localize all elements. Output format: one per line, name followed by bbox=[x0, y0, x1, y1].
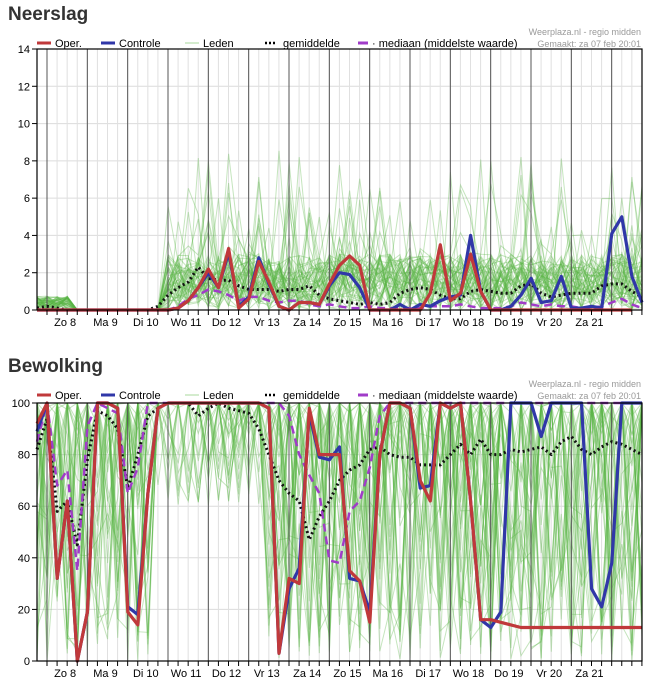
legend-item: gemiddelde bbox=[265, 390, 340, 402]
legend-item: · mediaan (middelste waarde) bbox=[358, 38, 518, 50]
x-tick-label: Zo 15 bbox=[333, 317, 361, 329]
y-tick-label: 100 bbox=[12, 398, 30, 410]
series-line-mediaan bbox=[37, 288, 643, 312]
x-tick-label: Za 14 bbox=[293, 668, 321, 680]
legend-label: Leden bbox=[203, 38, 234, 50]
legend-item: gemiddelde bbox=[265, 38, 340, 50]
y-tick-label: 6 bbox=[24, 193, 30, 205]
x-tick-label: Do 19 bbox=[494, 317, 523, 329]
legend-label: gemiddelde bbox=[283, 390, 340, 402]
x-tick-label: Vr 13 bbox=[254, 317, 280, 329]
x-tick-label: Di 10 bbox=[133, 317, 159, 329]
x-tick-label: Wo 11 bbox=[171, 317, 202, 329]
bewolking-chart: Oper. Controle Leden gemiddelde · mediaan (m… bbox=[12, 379, 643, 680]
legend-item: Oper. bbox=[37, 390, 82, 402]
series-line-oper bbox=[35, 401, 642, 663]
ensemble-member-line bbox=[36, 401, 643, 649]
legend-item: · mediaan (middelste waarde) bbox=[358, 390, 518, 402]
x-tick-label: Za 21 bbox=[575, 668, 603, 680]
x-tick-label: Za 14 bbox=[293, 317, 321, 329]
legend-item: Leden bbox=[185, 38, 234, 50]
x-tick-label: Wo 18 bbox=[453, 668, 485, 680]
x-tick-label: Vr 20 bbox=[536, 317, 562, 329]
x-tick-label: Di 17 bbox=[415, 668, 441, 680]
credit-timestamp: Gemaakt: za 07 feb 20:01 bbox=[537, 39, 641, 49]
x-tick-label: Di 10 bbox=[133, 668, 159, 680]
neerslag-chart: Oper. Controle Leden gemiddelde · mediaan (m… bbox=[18, 27, 644, 329]
legend-label: · mediaan (middelste waarde) bbox=[372, 390, 518, 402]
legend: Oper. Controle Leden gemiddelde · mediaan (m… bbox=[37, 38, 518, 50]
y-tick-label: 2 bbox=[24, 268, 30, 280]
y-tick-label: 0 bbox=[24, 656, 30, 668]
grid bbox=[37, 49, 643, 310]
legend-label: gemiddelde bbox=[283, 38, 340, 50]
y-tick-label: 40 bbox=[18, 553, 30, 565]
ensemble-member-line bbox=[37, 402, 643, 656]
legend-label: Controle bbox=[119, 38, 161, 50]
ensemble-member-line bbox=[36, 401, 643, 660]
credit-source: Weerplaza.nl - regio midden bbox=[529, 27, 641, 37]
legend-label: · mediaan (middelste waarde) bbox=[372, 38, 518, 50]
x-tick-label: Zo 8 bbox=[54, 317, 76, 329]
x-tick-label: Do 12 bbox=[212, 668, 241, 680]
legend-label: Leden bbox=[203, 390, 234, 402]
legend-item: Controle bbox=[101, 390, 161, 402]
x-tick-label: Ma 9 bbox=[93, 317, 117, 329]
x-tick-label: Vr 13 bbox=[254, 668, 280, 680]
x-tick-label: Wo 11 bbox=[171, 668, 202, 680]
x-tick-label: Ma 16 bbox=[373, 317, 404, 329]
x-tick-label: Ma 9 bbox=[93, 668, 117, 680]
x-tick-label: Zo 8 bbox=[54, 668, 76, 680]
legend: Oper. Controle Leden gemiddelde · mediaan (m… bbox=[37, 390, 518, 402]
x-tick-label: Zo 15 bbox=[333, 668, 361, 680]
y-tick-label: 20 bbox=[18, 604, 30, 616]
x-tick-label: Vr 20 bbox=[536, 668, 562, 680]
x-tick-label: Do 19 bbox=[494, 668, 523, 680]
y-tick-label: 60 bbox=[18, 501, 30, 513]
y-tick-label: 4 bbox=[24, 230, 30, 242]
legend-item: Oper. bbox=[37, 38, 82, 50]
y-tick-label: 8 bbox=[24, 156, 30, 168]
legend-item: Leden bbox=[185, 390, 234, 402]
y-tick-label: 0 bbox=[24, 305, 30, 317]
bewolking-title: Bewolking bbox=[8, 356, 104, 377]
y-tick-label: 80 bbox=[18, 450, 30, 462]
legend-label: Controle bbox=[119, 390, 161, 402]
y-tick-label: 14 bbox=[18, 44, 30, 56]
credit-timestamp: Gemaakt: za 07 feb 20:01 bbox=[537, 391, 641, 401]
legend-label: Oper. bbox=[55, 38, 82, 50]
credit-source: Weerplaza.nl - regio midden bbox=[529, 379, 641, 389]
series-line-gemiddelde bbox=[35, 401, 643, 547]
x-tick-label: Di 17 bbox=[415, 317, 441, 329]
y-tick-label: 10 bbox=[18, 119, 30, 131]
x-tick-label: Do 12 bbox=[212, 317, 241, 329]
neerslag-title: Neerslag bbox=[8, 4, 89, 25]
x-tick-label: Za 21 bbox=[575, 317, 603, 329]
legend-label: Oper. bbox=[55, 390, 82, 402]
y-tick-label: 12 bbox=[18, 81, 30, 93]
x-tick-label: Wo 18 bbox=[453, 317, 485, 329]
legend-item: Controle bbox=[101, 38, 161, 50]
x-tick-label: Ma 16 bbox=[373, 668, 404, 680]
